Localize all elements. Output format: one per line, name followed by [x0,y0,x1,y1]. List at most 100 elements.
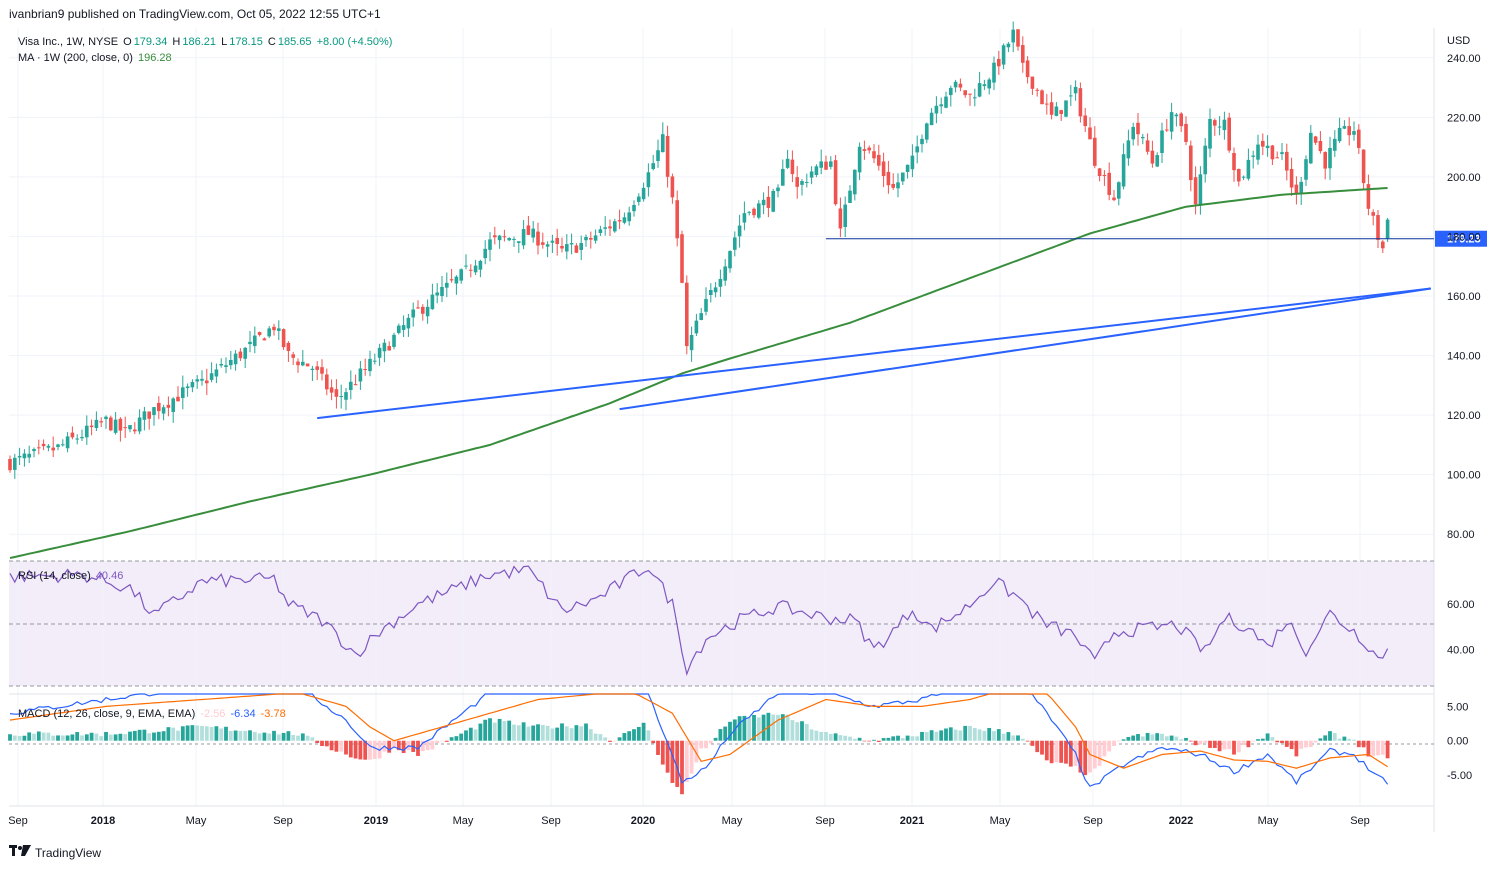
macd-histogram-bar [699,740,704,749]
candle-body [953,81,958,88]
macd-histogram-bar [867,740,872,742]
candle-body [262,338,267,341]
candle-body [925,123,929,140]
candle-body [406,317,411,329]
time-tick-label: May [722,815,743,827]
macd-histogram-bar [17,735,22,741]
candle-body [401,325,406,330]
candle-body [1366,184,1371,209]
macd-histogram-bar [1246,740,1251,748]
candle-body [1318,140,1323,152]
macd-histogram-bar [881,738,886,741]
macd-histogram-bar [1184,737,1188,741]
macd-histogram-bar [123,734,128,741]
candle-body [785,158,790,168]
macd-histogram-bar [752,714,756,741]
ma-legend[interactable]: MA · 1W (200, close, 0) 196.28 [18,52,174,64]
candle-body [1213,120,1217,126]
macd-histogram-bar [32,733,36,741]
candle-body [1189,145,1193,181]
candle-body [1011,29,1015,43]
macd-histogram-bar [156,731,161,741]
macd-histogram-bar [804,723,809,741]
macd-histogram-bar [36,731,41,741]
macd-histogram-bar [1193,740,1198,746]
low-value: 178.15 [229,36,263,48]
candle-body [1265,145,1270,149]
macd-histogram-bar [516,725,521,741]
candle-body [728,251,732,269]
candle-body [13,457,17,470]
candle-body [1251,155,1255,157]
symbol-label[interactable]: Visa Inc., 1W, NYSE [18,36,119,48]
candle-body [445,282,449,288]
candle-body [1030,76,1035,89]
macd-histogram-bar [22,735,27,741]
candle-body [123,427,127,429]
candle-body [253,335,257,347]
macd-histogram-bar [180,726,185,741]
candle-body [1097,168,1102,177]
macd-histogram-bar [756,717,761,741]
candle-body [281,329,286,348]
candle-body [646,172,651,188]
candle-body [574,245,579,253]
price-tick-label: 80.00 [1447,529,1475,541]
candle-body [661,134,665,153]
macd-histogram-bar [862,740,867,742]
macd-histogram-bar [137,729,142,741]
macd-histogram-bar [675,740,680,787]
price-tick-label: 100.00 [1447,470,1481,482]
macd-histogram-bar [555,727,560,741]
candle-body [296,361,300,366]
candle-body [637,196,641,202]
macd-histogram-bar [891,736,896,741]
candle-body [1357,129,1361,148]
candle-body [449,279,454,281]
macd-histogram-bar [1289,740,1294,750]
candle-body [584,236,588,241]
candle-body [598,229,603,234]
macd-histogram-bar [929,730,934,741]
price-tick-label: 240.00 [1447,53,1481,65]
candle-body [305,363,310,367]
tradingview-footer[interactable]: TradingView [9,845,101,860]
macd-histogram-bar [809,729,814,741]
candle-body [430,294,435,310]
rsi-tick-label: 60.00 [1447,599,1475,611]
candle-body [1059,110,1063,115]
macd-legend[interactable]: MACD (12, 26, close, 9, EMA, EMA) -2.56 … [18,708,288,720]
candle-body [819,161,823,168]
candle-body [301,361,305,366]
price-tick-label: 120.00 [1447,410,1481,422]
candle-body [809,171,814,178]
candle-body [641,187,646,200]
macd-histogram-bar [204,726,209,741]
rsi-legend[interactable]: RSI (14, close) 40.46 [18,570,125,582]
macd-histogram-bar [958,730,963,741]
macd-histogram-bar [838,735,843,741]
macd-histogram-bar [1092,740,1097,769]
macd-histogram-bar [670,740,675,783]
candle-body [425,306,430,317]
macd-tick-label: 5.00 [1447,701,1468,713]
candle-body [205,380,209,384]
macd-histogram-bar [579,726,584,741]
macd-histogram-bar [512,724,516,741]
macd-histogram-bar [588,729,593,741]
candle-body [325,374,329,390]
candle-body [992,62,996,83]
macd-histogram-bar [694,740,699,763]
macd-histogram-bar [1155,733,1160,741]
candle-body [517,241,521,243]
macd-histogram-bar [1222,740,1227,750]
macd-histogram-bar [464,730,468,741]
candle-body [344,392,348,400]
candle-body [473,265,478,273]
time-tick-label: May [453,815,474,827]
macd-histogram-bar [896,735,900,741]
macd-histogram-bar [660,740,665,765]
candle-body [277,328,281,331]
macd-histogram-bar [761,714,766,741]
